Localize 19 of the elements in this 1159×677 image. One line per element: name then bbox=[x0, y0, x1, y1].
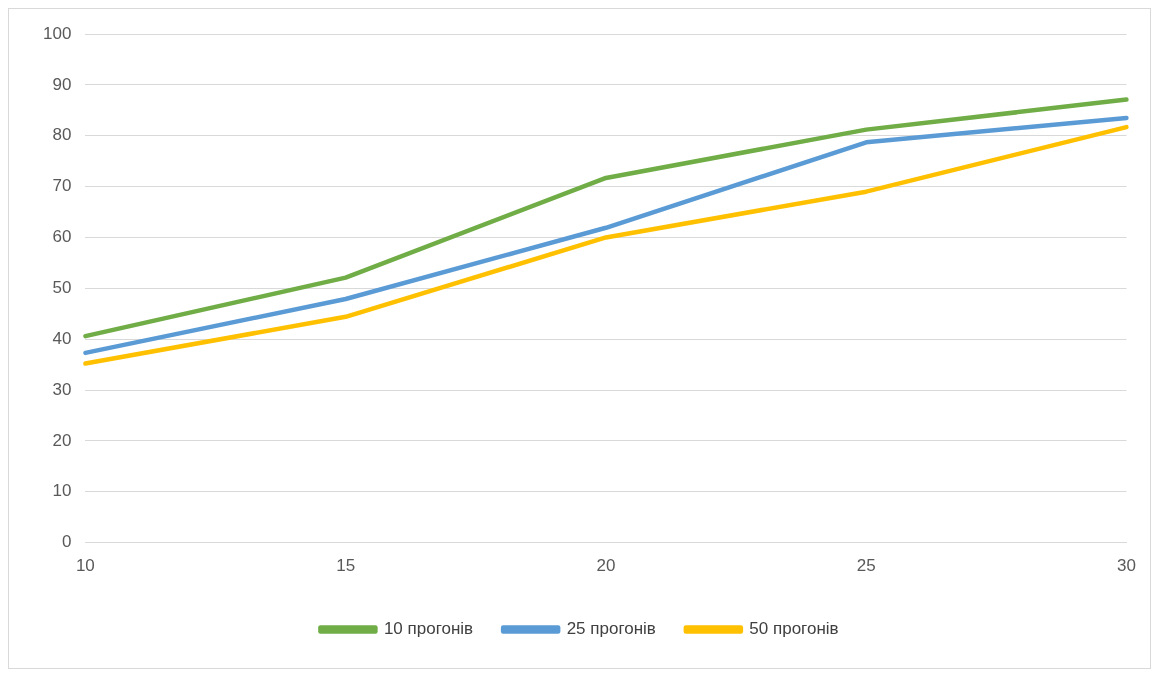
x-tick-label: 10 bbox=[75, 556, 95, 576]
y-tick-label: 100 bbox=[42, 23, 72, 43]
y-tick-label: 50 bbox=[52, 277, 72, 297]
legend-label: 10 прогонів bbox=[383, 619, 474, 639]
y-tick-label: 70 bbox=[52, 176, 72, 196]
y-tick-label: 30 bbox=[52, 379, 72, 399]
y-tick-label: 90 bbox=[52, 74, 72, 94]
x-tick-label: 15 bbox=[336, 556, 356, 576]
x-tick-label: 25 bbox=[856, 556, 876, 576]
legend-label: 25 прогонів bbox=[566, 619, 656, 639]
y-tick-label: 0 bbox=[61, 532, 72, 552]
y-tick-label: 10 bbox=[52, 481, 72, 501]
y-tick-label: 80 bbox=[52, 125, 72, 145]
y-tick-label: 40 bbox=[52, 328, 72, 348]
legend-label: 50 прогонів bbox=[749, 619, 839, 639]
x-tick-label: 30 bbox=[1117, 556, 1137, 576]
y-tick-label: 60 bbox=[52, 227, 72, 247]
y-tick-label: 20 bbox=[52, 430, 72, 450]
x-tick-label: 20 bbox=[596, 556, 616, 576]
